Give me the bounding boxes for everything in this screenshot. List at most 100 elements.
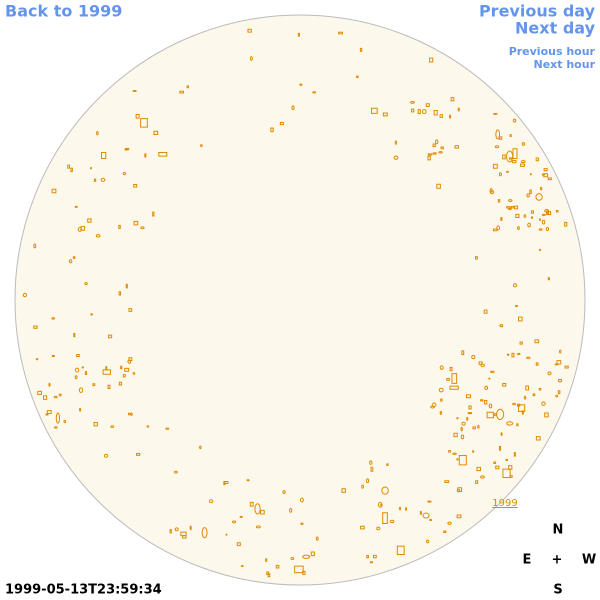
contour (530, 210, 534, 214)
contour (460, 426, 463, 432)
contour (535, 193, 543, 201)
contour (46, 410, 52, 414)
contour (376, 526, 381, 531)
contour (249, 501, 254, 507)
contour (246, 479, 250, 482)
contour (500, 217, 503, 221)
back-link[interactable]: Back to 1999 (5, 2, 122, 21)
contour (432, 152, 437, 155)
contour (557, 390, 561, 395)
contour (366, 554, 369, 559)
contour (122, 171, 127, 176)
previous-hour-link[interactable]: Previous hour (509, 45, 596, 58)
compass-north: N (553, 523, 564, 538)
contour (180, 531, 187, 537)
contour (521, 142, 526, 146)
contour (493, 112, 498, 115)
contour (312, 91, 317, 94)
contour (81, 366, 84, 369)
contour (564, 365, 569, 369)
contour (239, 515, 243, 518)
contour (456, 417, 459, 420)
contour (279, 121, 284, 126)
contour (458, 455, 467, 466)
contour (492, 228, 498, 232)
contour (513, 452, 516, 457)
contour (51, 354, 56, 358)
contour (341, 488, 346, 493)
contour (315, 536, 319, 541)
contour (165, 427, 170, 430)
contour (518, 404, 526, 412)
contour (79, 407, 82, 412)
contour (506, 353, 510, 356)
compass-east: E (523, 553, 532, 568)
contour (488, 403, 493, 409)
contour (179, 90, 184, 94)
contour (254, 503, 261, 515)
contour (430, 405, 435, 409)
contour (144, 153, 147, 158)
contour (370, 466, 374, 472)
contour (506, 421, 514, 426)
contour (382, 512, 388, 524)
contour (555, 394, 558, 398)
contour (453, 432, 458, 438)
contour (526, 193, 530, 198)
contour (496, 225, 501, 231)
contour (544, 412, 549, 418)
contour (53, 395, 58, 399)
contour (158, 152, 168, 157)
contour (484, 385, 489, 390)
contour (421, 109, 427, 115)
contour (543, 168, 548, 172)
contour (417, 109, 421, 115)
contour (447, 449, 452, 453)
next-hour-link[interactable]: Next hour (534, 58, 596, 71)
contour (499, 324, 504, 328)
next-day-link[interactable]: Next day (515, 19, 596, 38)
contour (422, 512, 430, 519)
contour (95, 234, 101, 238)
contour (128, 357, 133, 362)
contour (456, 514, 462, 519)
contour (410, 100, 415, 104)
contour (492, 163, 498, 169)
contour (133, 184, 138, 188)
contour (520, 160, 526, 164)
contour (382, 112, 388, 117)
contour (480, 363, 486, 368)
previous-day-link[interactable]: Previous day (479, 2, 596, 21)
contour (495, 465, 500, 470)
contour (534, 339, 540, 344)
contour (169, 529, 172, 534)
contour (489, 190, 495, 195)
contour (128, 308, 133, 312)
contour (547, 371, 552, 376)
contour (132, 90, 137, 93)
contour (90, 312, 93, 316)
contour (153, 130, 159, 135)
contour (249, 56, 253, 61)
contour (564, 221, 568, 227)
contour (433, 110, 438, 116)
contour (440, 146, 444, 150)
contour (48, 382, 51, 387)
contour (118, 224, 121, 229)
contour (554, 363, 559, 366)
contour (51, 317, 56, 320)
contour (427, 155, 431, 161)
contour (499, 136, 503, 140)
contour (529, 173, 532, 176)
contour (100, 177, 106, 182)
contour (225, 533, 228, 536)
contour (124, 148, 128, 151)
contour (490, 370, 495, 373)
year-link[interactable]: 1999 (492, 498, 517, 509)
contour (449, 385, 459, 390)
contour (302, 570, 306, 575)
contour (33, 243, 37, 249)
contour (174, 527, 179, 532)
contour (302, 554, 311, 559)
contour (471, 354, 476, 360)
